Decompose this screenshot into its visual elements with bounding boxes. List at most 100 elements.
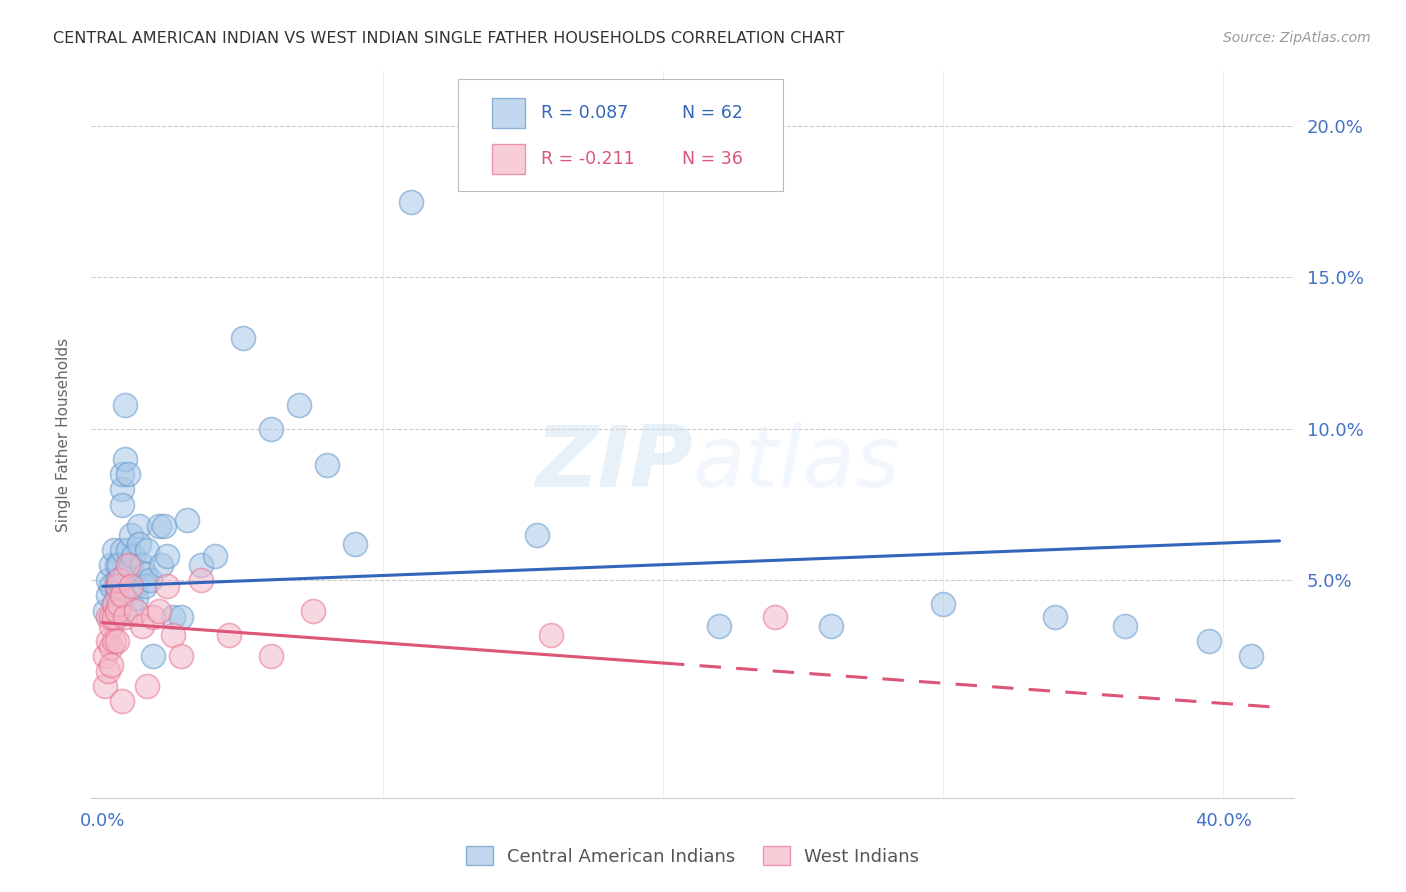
Point	[170, 609, 193, 624]
Point	[540, 628, 562, 642]
Point	[204, 549, 226, 563]
Point	[120, 579, 142, 593]
Point	[97, 588, 120, 602]
Point	[1240, 648, 1263, 663]
Point	[260, 648, 283, 663]
Point	[142, 609, 165, 624]
Point	[820, 618, 842, 632]
Point	[153, 518, 176, 533]
Point	[125, 603, 148, 617]
Point	[114, 609, 136, 624]
Point	[105, 579, 128, 593]
Bar	[492, 144, 526, 174]
Point	[97, 609, 120, 624]
Text: R = -0.211: R = -0.211	[541, 150, 634, 168]
Point	[108, 579, 131, 593]
Y-axis label: Single Father Households: Single Father Households	[56, 338, 70, 532]
Point	[100, 640, 122, 654]
Point	[103, 609, 125, 624]
Point	[103, 598, 125, 612]
Text: atlas: atlas	[692, 423, 900, 506]
Point	[148, 518, 170, 533]
Point	[94, 603, 117, 617]
Point	[139, 573, 162, 587]
Point	[170, 648, 193, 663]
Point	[114, 398, 136, 412]
Point	[100, 609, 122, 624]
Text: Source: ZipAtlas.com: Source: ZipAtlas.com	[1223, 31, 1371, 45]
Point	[105, 603, 128, 617]
Point	[125, 591, 148, 606]
Point	[103, 598, 125, 612]
Point	[100, 579, 122, 593]
Point	[122, 549, 145, 563]
Point	[111, 579, 134, 593]
Point	[100, 618, 122, 632]
Point	[105, 558, 128, 573]
Point	[190, 573, 212, 587]
Point	[114, 567, 136, 582]
Point	[108, 573, 131, 587]
Point	[1045, 609, 1067, 624]
Point	[111, 483, 134, 497]
FancyBboxPatch shape	[458, 78, 783, 191]
Point	[142, 648, 165, 663]
Point	[399, 194, 422, 209]
Point	[260, 422, 283, 436]
Point	[1114, 618, 1136, 632]
Point	[134, 579, 156, 593]
Point	[111, 498, 134, 512]
Point	[103, 633, 125, 648]
Point	[111, 588, 134, 602]
Point	[707, 618, 730, 632]
Point	[134, 567, 156, 582]
Point	[932, 598, 955, 612]
Point	[1198, 633, 1220, 648]
Point	[315, 458, 337, 472]
Point	[94, 648, 117, 663]
Point	[100, 558, 122, 573]
Point	[176, 513, 198, 527]
Point	[136, 543, 159, 558]
Point	[125, 579, 148, 593]
Point	[131, 618, 153, 632]
Point	[526, 528, 548, 542]
Text: R = 0.087: R = 0.087	[541, 103, 628, 122]
Point	[232, 331, 254, 345]
Point	[120, 558, 142, 573]
Point	[287, 398, 309, 412]
Point	[128, 518, 150, 533]
Point	[105, 573, 128, 587]
Point	[136, 679, 159, 693]
Point	[105, 588, 128, 602]
Point	[97, 664, 120, 678]
Point	[111, 694, 134, 708]
Point	[97, 633, 120, 648]
Point	[301, 603, 323, 617]
Point	[117, 467, 139, 482]
Point	[117, 543, 139, 558]
Point	[108, 598, 131, 612]
Point	[218, 628, 240, 642]
Text: N = 36: N = 36	[682, 150, 742, 168]
Point	[156, 549, 179, 563]
Point	[105, 579, 128, 593]
Point	[105, 633, 128, 648]
Point	[150, 558, 173, 573]
Point	[97, 573, 120, 587]
Point	[162, 628, 184, 642]
Point	[105, 609, 128, 624]
Text: N = 62: N = 62	[682, 103, 742, 122]
Point	[156, 579, 179, 593]
Point	[763, 609, 786, 624]
Bar	[492, 97, 526, 128]
Point	[114, 452, 136, 467]
Legend: Central American Indians, West Indians: Central American Indians, West Indians	[458, 839, 927, 873]
Point	[94, 679, 117, 693]
Point	[190, 558, 212, 573]
Point	[120, 528, 142, 542]
Point	[108, 558, 131, 573]
Point	[148, 603, 170, 617]
Point	[108, 603, 131, 617]
Point	[111, 467, 134, 482]
